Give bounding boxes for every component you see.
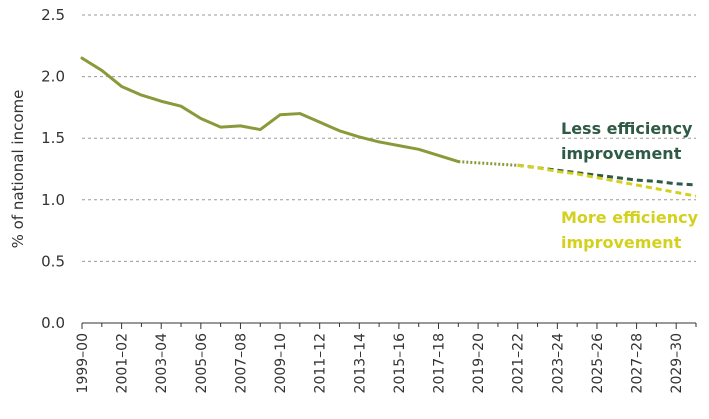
series-annotations: Less efficiency improvement More efficienc… — [561, 119, 699, 252]
gridlines — [82, 14, 696, 262]
annotation-label: improvement — [561, 233, 682, 252]
x-tick-label: 2001–02 — [115, 333, 131, 393]
y-tick-label: 0.0 — [41, 314, 65, 332]
x-tick-label: 2027–28 — [630, 333, 646, 393]
x-tick-label: 1999–00 — [75, 333, 91, 393]
x-tick-label: 2003–04 — [154, 333, 170, 394]
x-tick-label: 2023–24 — [550, 333, 566, 394]
x-tick-label: 2017–18 — [432, 333, 448, 393]
series-line-1 — [458, 160, 518, 167]
y-axis-ticks: 0.0 0.5 1.0 1.5 2.0 2.5 — [41, 6, 65, 332]
y-tick-label: 1.5 — [41, 129, 65, 147]
x-tick-label: 2019–20 — [471, 333, 487, 393]
y-tick-label: 1.0 — [41, 191, 65, 209]
x-tick-label: 2029–30 — [669, 333, 685, 393]
annotation-label: improvement — [561, 144, 682, 163]
x-tick-label: 2007–08 — [233, 333, 249, 393]
x-tick-label: 2015–16 — [392, 333, 408, 394]
x-tick-label: 2009–10 — [273, 333, 289, 393]
series-lines — [80, 56, 697, 198]
x-tick-label: 2005–06 — [194, 333, 210, 394]
x-axis: 1999–00 2001–02 2003–04 2005–06 2007–08 2009–… — [75, 322, 697, 394]
annotation-label: Less efficiency — [561, 119, 693, 138]
y-tick-label: 2.5 — [41, 6, 65, 24]
x-tick-label: 2013–14 — [352, 333, 368, 394]
x-tick-label: 2011–12 — [313, 333, 329, 393]
series-line-0 — [80, 56, 460, 164]
y-tick-label: 2.0 — [41, 68, 65, 86]
y-tick-label: 0.5 — [41, 252, 65, 270]
annotation-label: More efficiency — [561, 208, 699, 227]
x-tick-label: 2021–22 — [511, 333, 527, 393]
series-line-3 — [517, 163, 697, 198]
y-axis-title: % of national income — [9, 90, 27, 249]
x-tick-label: 2025–26 — [590, 333, 606, 394]
series-line-2 — [517, 163, 697, 187]
